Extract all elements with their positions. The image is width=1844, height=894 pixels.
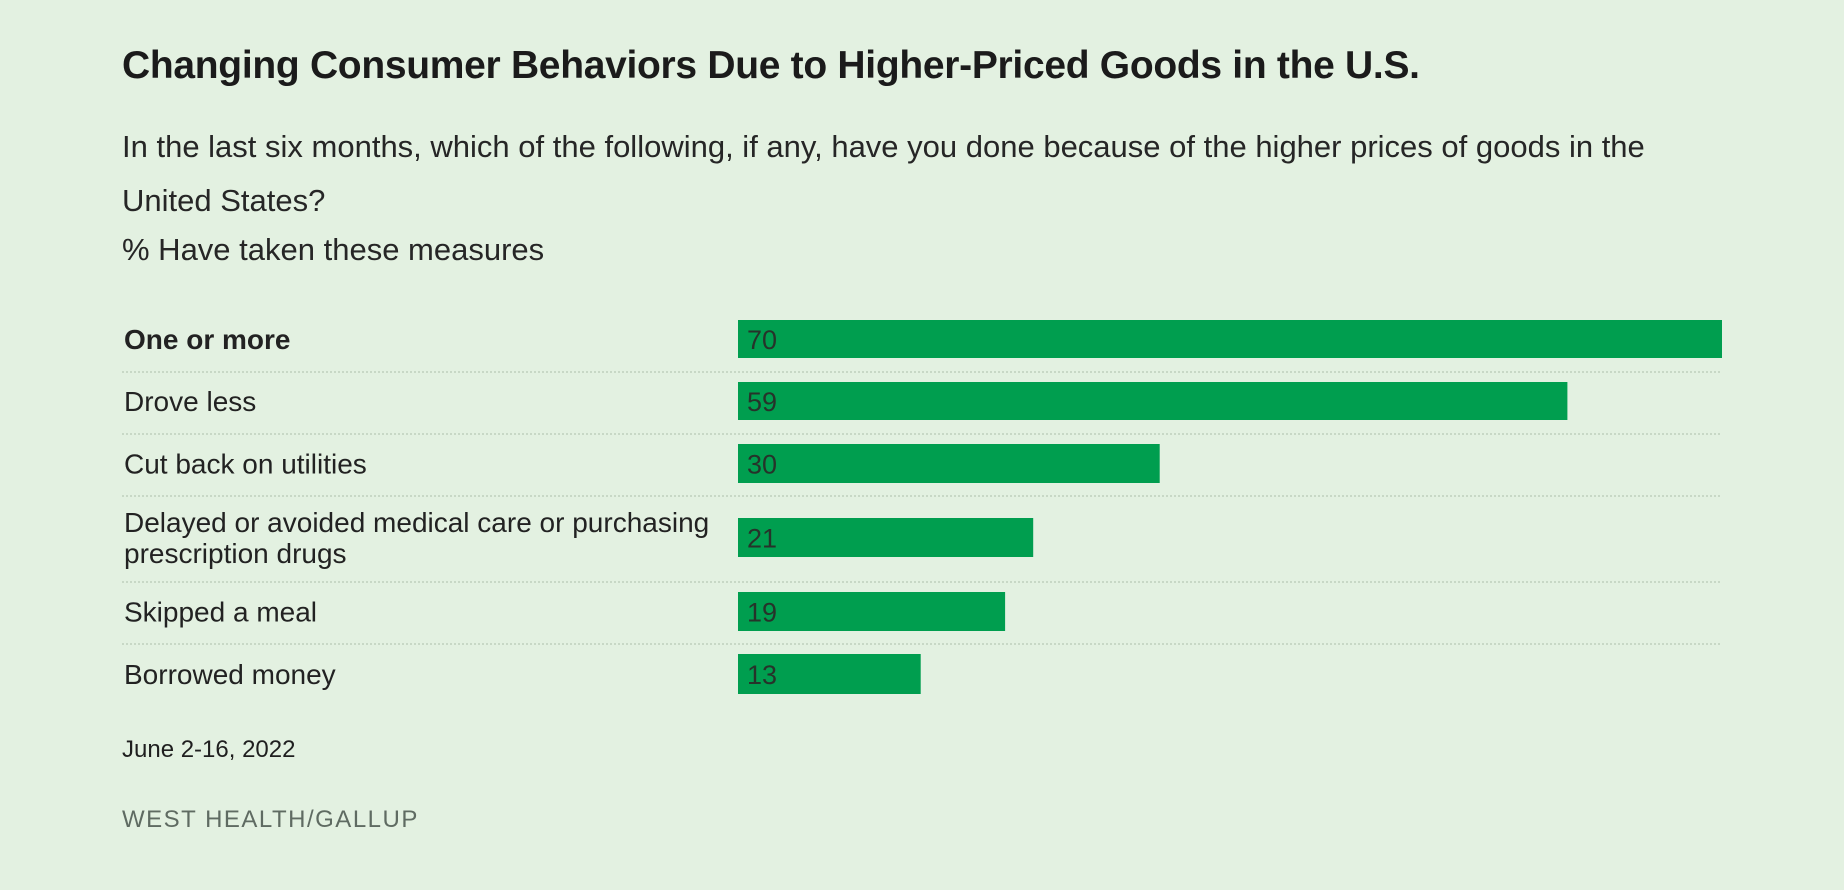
source-label: WEST HEALTH/GALLUP bbox=[122, 806, 419, 833]
bar-value-label: 13 bbox=[747, 660, 777, 690]
bar bbox=[738, 654, 921, 694]
chart-measure-label: % Have taken these measures bbox=[122, 232, 545, 267]
category-label: Drove less bbox=[124, 386, 256, 417]
category-label: Cut back on utilities bbox=[124, 449, 367, 480]
chart-question: In the last six months, which of the fol… bbox=[122, 129, 1645, 218]
category-label: Delayed or avoided medical care or purch… bbox=[124, 507, 709, 569]
bar-value-label: 70 bbox=[747, 325, 777, 355]
bar-value-label: 19 bbox=[747, 598, 777, 628]
bar bbox=[738, 592, 1006, 631]
category-label: Borrowed money bbox=[124, 659, 336, 690]
bar-value-label: 30 bbox=[747, 450, 777, 480]
bar bbox=[738, 444, 1160, 483]
bar bbox=[738, 518, 1034, 557]
bar-value-label: 59 bbox=[747, 387, 777, 417]
survey-date: June 2-16, 2022 bbox=[122, 736, 296, 763]
bar bbox=[738, 382, 1568, 420]
category-label: One or more bbox=[124, 324, 290, 355]
category-label: Skipped a meal bbox=[124, 597, 317, 628]
chart-title: Changing Consumer Behaviors Due to Highe… bbox=[122, 44, 1420, 87]
bar-value-label: 21 bbox=[747, 524, 777, 554]
bar bbox=[738, 320, 1722, 358]
